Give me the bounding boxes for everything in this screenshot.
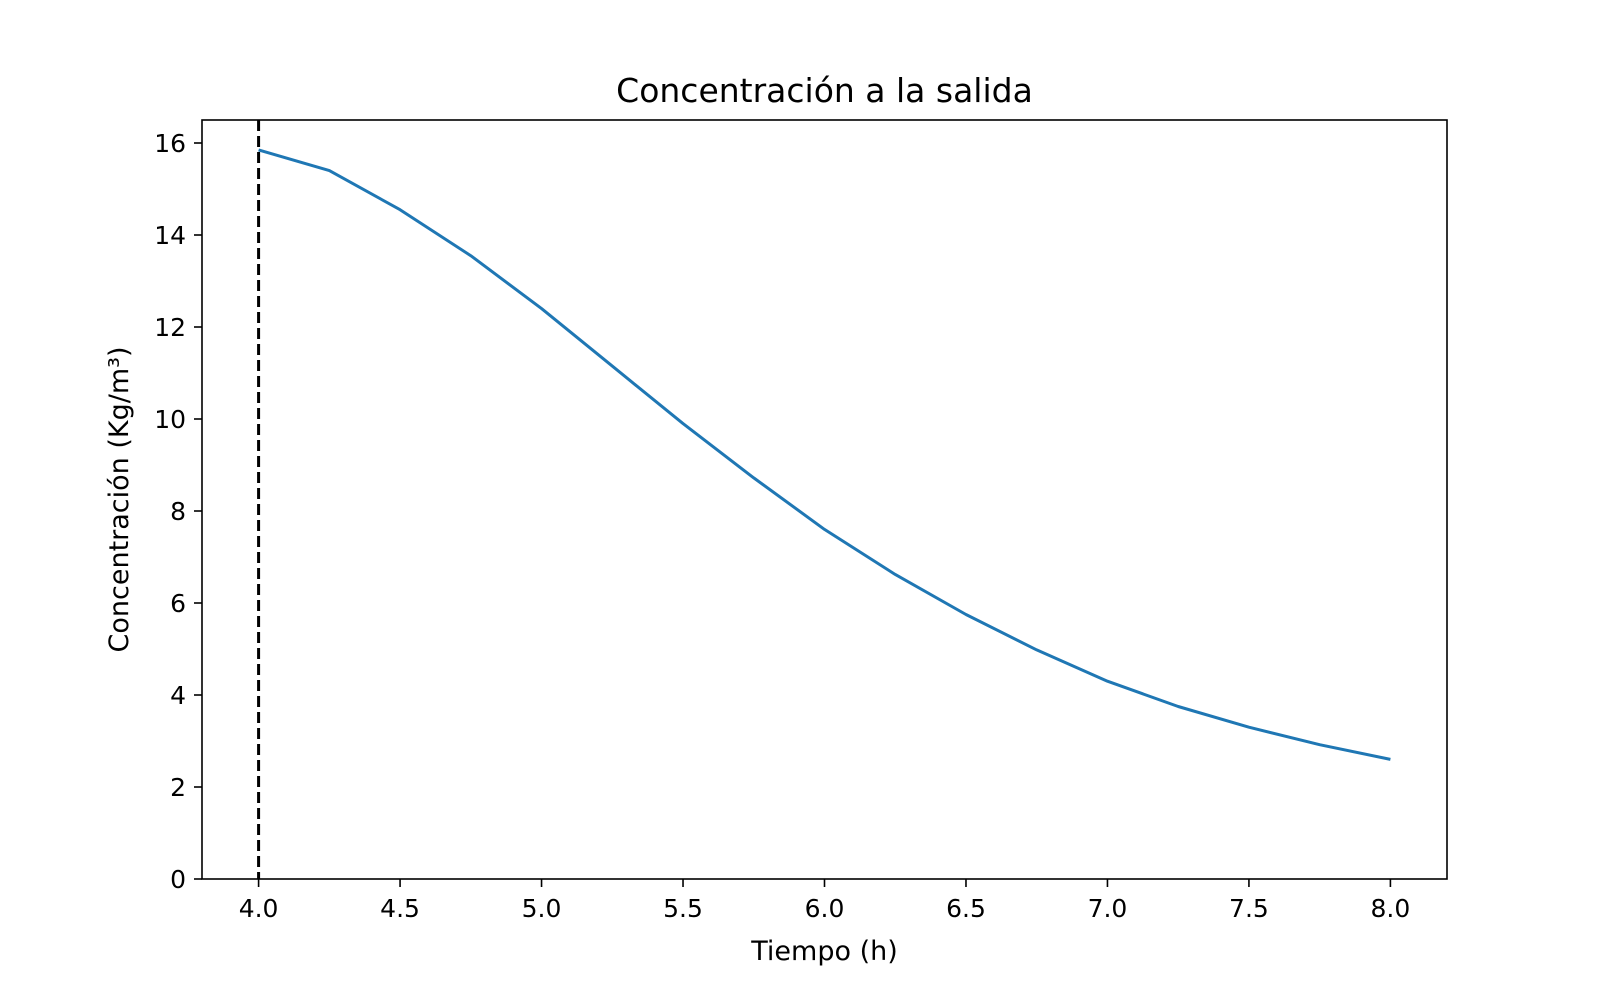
x-tick-label: 6.5 — [946, 894, 986, 923]
y-tick-label: 2 — [170, 773, 186, 802]
y-axis-label: Concentración (Kg/m³) — [104, 347, 135, 653]
x-axis-label: Tiempo (h) — [750, 936, 898, 967]
y-tick-label: 4 — [170, 681, 186, 710]
x-tick-label: 8.0 — [1371, 894, 1411, 923]
y-tick-label: 8 — [170, 497, 186, 526]
plot-frame — [201, 119, 1448, 880]
x-tick-label: 7.0 — [1088, 894, 1128, 923]
x-tick-label: 5.5 — [663, 894, 703, 923]
x-tick-label: 5.0 — [522, 894, 562, 923]
y-axis: 0 2 4 6 8 10 12 14 16 — [154, 129, 202, 894]
x-tick-label: 4.5 — [380, 894, 420, 923]
y-tick-label: 10 — [154, 405, 186, 434]
y-tick-label: 12 — [154, 313, 186, 342]
y-tick-label: 0 — [170, 865, 186, 894]
x-axis: 4.0 4.5 5.0 5.5 6.0 6.5 7.0 7.5 8.0 — [239, 879, 1411, 923]
series-line-0 — [258, 148, 1391, 761]
y-tick-label: 14 — [154, 221, 186, 250]
x-tick-label: 6.0 — [805, 894, 845, 923]
x-tick-label: 4.0 — [239, 894, 279, 923]
y-tick-label: 16 — [154, 129, 186, 158]
plot-area — [201, 119, 1448, 880]
chart-title: Concentración a la salida — [616, 71, 1033, 110]
y-tick-label: 6 — [170, 589, 186, 618]
x-tick-label: 7.5 — [1229, 894, 1269, 923]
